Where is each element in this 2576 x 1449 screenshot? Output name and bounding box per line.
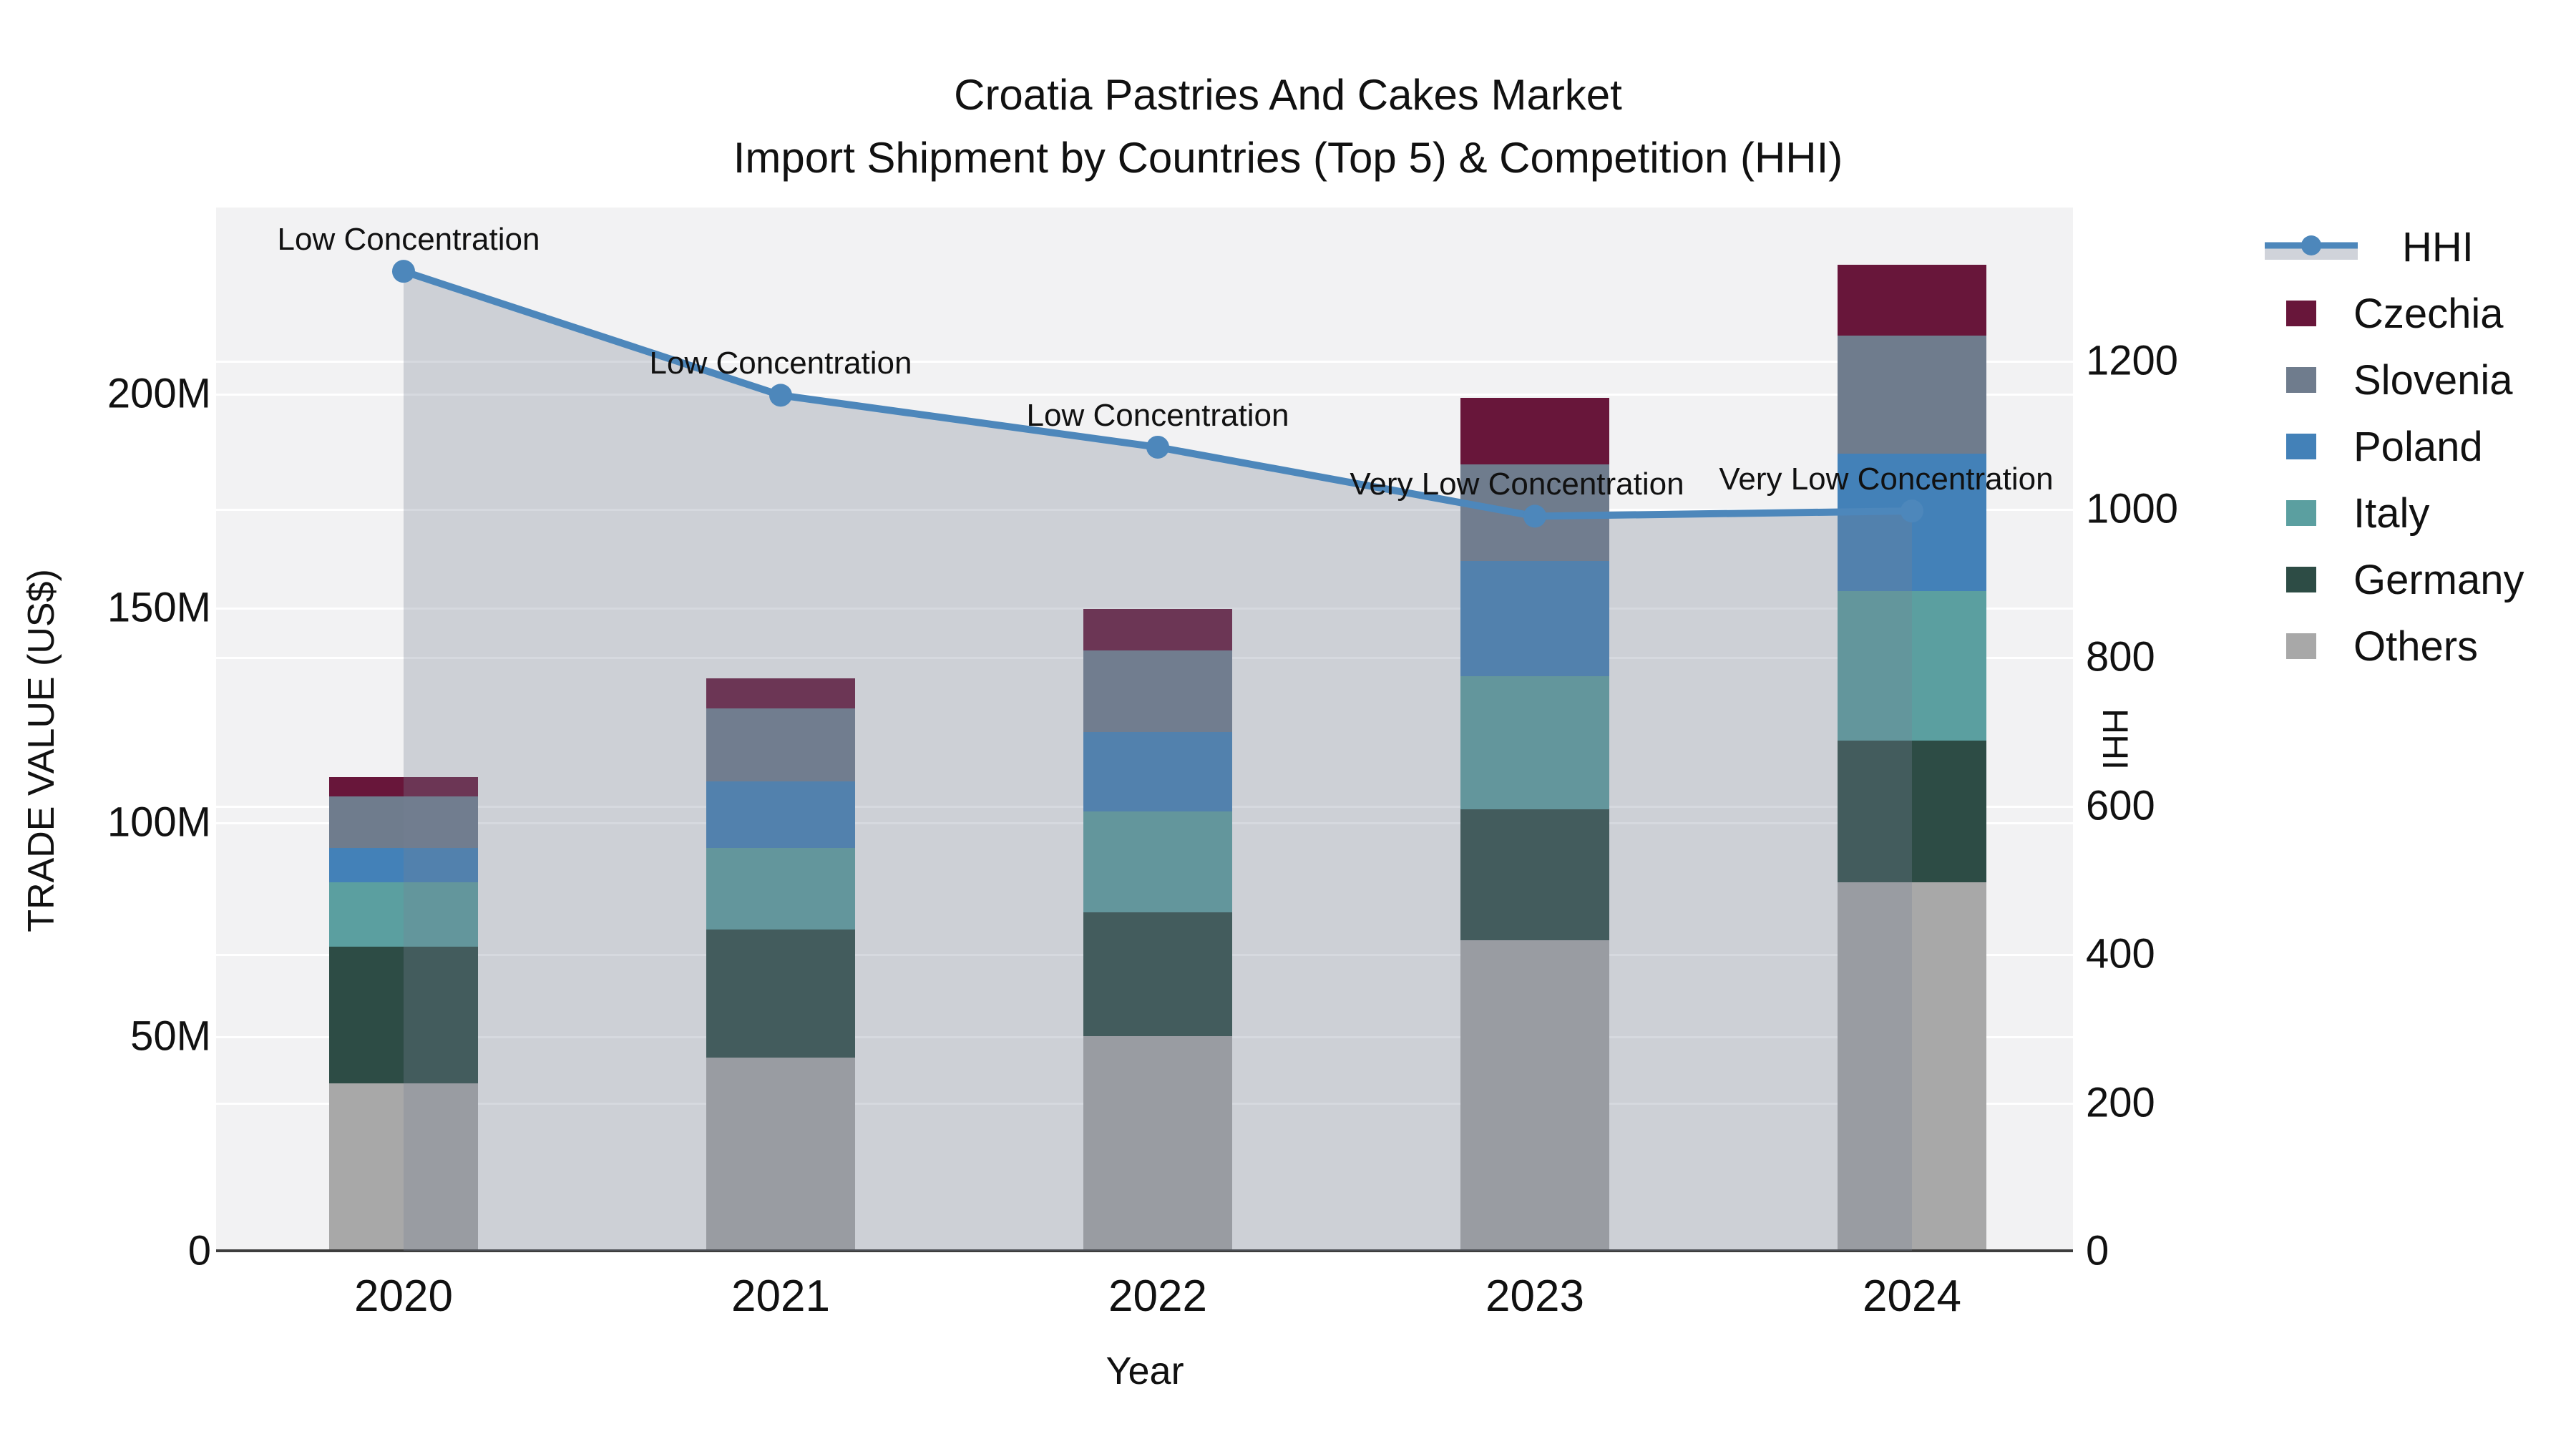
x-axis-title: Year — [1106, 1350, 1184, 1392]
bar-segment-italy-2021 — [706, 847, 855, 930]
annotation-2024: Very Low Concentration — [1719, 462, 2054, 497]
annotation-2020: Low Concentration — [277, 222, 540, 258]
y-axis-right-title: HHI — [2095, 708, 2135, 771]
bar-segment-others-2022 — [1083, 1036, 1232, 1251]
bar-segment-czechia-2023 — [1460, 397, 1609, 464]
x-axis-tick-2023: 2023 — [1485, 1272, 1584, 1321]
y-axis-right-tick: 1000 — [2086, 485, 2179, 532]
bar-segment-germany-2020 — [329, 946, 478, 1084]
bar-segment-germany-2022 — [1083, 912, 1232, 1037]
y-axis-right-tick: 800 — [2086, 633, 2155, 680]
bar-segment-italy-2022 — [1083, 811, 1232, 912]
legend-swatch-germany — [2286, 567, 2316, 592]
bar-segment-italy-2024 — [1838, 590, 1986, 741]
bar-segment-slovenia-2022 — [1083, 650, 1232, 733]
legend-item-germany[interactable]: Germany — [2265, 555, 2524, 605]
y-axis-left-tick: 0 — [187, 1227, 211, 1274]
bar-segment-czechia-2021 — [706, 678, 855, 709]
bar-segment-poland-2020 — [329, 847, 478, 882]
plot-area — [216, 208, 2073, 1252]
legend-swatch-poland — [2286, 434, 2316, 459]
bar-segment-germany-2023 — [1460, 809, 1609, 940]
legend-item-others[interactable]: Others — [2265, 621, 2478, 671]
y-axis-left-tick: 50M — [130, 1013, 211, 1060]
bar-segment-germany-2024 — [1838, 741, 1986, 882]
legend-item-italy[interactable]: Italy — [2265, 488, 2429, 538]
bar-segment-germany-2021 — [706, 929, 855, 1058]
bar-segment-czechia-2024 — [1838, 265, 1986, 336]
legend-label: HHI — [2402, 223, 2474, 270]
y-axis-right-tick: 1200 — [2086, 337, 2179, 384]
legend-label: Others — [2353, 623, 2479, 670]
gridline — [216, 608, 2073, 610]
legend-label: Poland — [2353, 423, 2483, 470]
y-axis-right-tick: 600 — [2086, 782, 2155, 829]
x-axis-line — [216, 1249, 2073, 1252]
x-axis-tick-2021: 2021 — [731, 1272, 830, 1321]
legend-item-slovenia[interactable]: Slovenia — [2265, 355, 2512, 405]
legend-item-poland[interactable]: Poland — [2265, 421, 2483, 472]
bar-segment-italy-2023 — [1460, 676, 1609, 809]
y-axis-left-tick: 100M — [107, 799, 211, 846]
legend-swatch-italy — [2286, 500, 2316, 526]
legend-label: Slovenia — [2353, 356, 2513, 404]
gridline — [216, 393, 2073, 396]
annotation-2022: Low Concentration — [1026, 397, 1289, 433]
y-axis-right-tick: 400 — [2086, 930, 2155, 977]
gridline — [216, 509, 2073, 512]
legend-swatch-slovenia — [2286, 367, 2316, 393]
bar-segment-others-2023 — [1460, 940, 1609, 1251]
gridline — [216, 360, 2073, 363]
bar-segment-poland-2023 — [1460, 560, 1609, 677]
y-axis-left-tick: 150M — [107, 584, 211, 631]
bar-segment-slovenia-2020 — [329, 796, 478, 848]
x-axis-tick-2020: 2020 — [354, 1272, 453, 1321]
bar-segment-czechia-2020 — [329, 777, 478, 797]
annotation-2023: Very Low Concentration — [1350, 467, 1684, 502]
hhi-line-sample-icon — [2265, 235, 2358, 260]
bar-segment-poland-2022 — [1083, 732, 1232, 811]
annotation-2021: Low Concentration — [649, 346, 912, 381]
legend-label: Czechia — [2353, 290, 2504, 337]
legend-item-czechia[interactable]: Czechia — [2265, 288, 2504, 338]
legend-swatch-others — [2286, 633, 2316, 659]
y-axis-left-title: TRADE VALUE (US$) — [21, 569, 62, 932]
chart-title-line2: Import Shipment by Countries (Top 5) & C… — [733, 134, 1843, 182]
chart-title-line1: Croatia Pastries And Cakes Market — [954, 71, 1622, 119]
legend-label: Germany — [2353, 556, 2524, 603]
bar-segment-others-2020 — [329, 1083, 478, 1251]
bar-segment-czechia-2022 — [1083, 609, 1232, 651]
x-axis-tick-2024: 2024 — [1863, 1272, 1961, 1321]
bar-segment-slovenia-2021 — [706, 708, 855, 782]
legend-label: Italy — [2353, 489, 2430, 537]
x-axis-tick-2022: 2022 — [1108, 1272, 1207, 1321]
y-axis-right-tick: 0 — [2086, 1227, 2109, 1274]
bar-segment-poland-2021 — [706, 781, 855, 848]
legend-swatch-czechia — [2286, 301, 2316, 326]
y-axis-right-tick: 200 — [2086, 1079, 2155, 1126]
bar-segment-others-2021 — [706, 1058, 855, 1251]
bar-segment-slovenia-2024 — [1838, 336, 1986, 454]
bar-segment-others-2024 — [1838, 882, 1986, 1251]
legend-item-hhi[interactable]: HHI — [2265, 222, 2474, 272]
y-axis-left-tick: 200M — [107, 370, 211, 417]
bar-segment-italy-2020 — [329, 882, 478, 947]
